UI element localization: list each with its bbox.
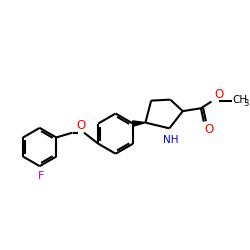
Polygon shape <box>133 121 145 126</box>
Text: O: O <box>214 88 224 101</box>
Text: F: F <box>38 171 44 181</box>
Text: CH: CH <box>232 95 248 105</box>
Text: NH: NH <box>162 135 178 145</box>
Text: O: O <box>205 122 214 136</box>
Text: 3: 3 <box>243 99 248 108</box>
Text: O: O <box>76 119 86 132</box>
